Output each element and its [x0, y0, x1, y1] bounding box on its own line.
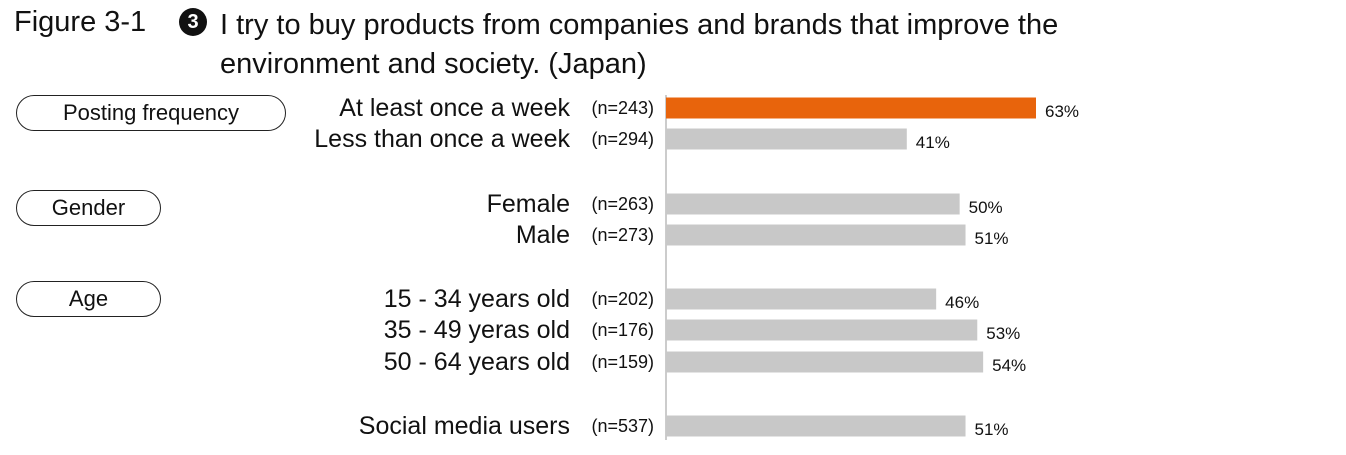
chart-title: I try to buy products from companies and… [220, 9, 1059, 80]
sample-size-label: (n=202) [591, 289, 654, 309]
category-label: Social media users [359, 412, 570, 440]
value-label: 53% [986, 324, 1020, 343]
bar [666, 319, 978, 341]
category-label: 50 - 64 years old [384, 348, 570, 376]
bar [666, 351, 984, 373]
value-label: 63% [1045, 102, 1079, 121]
category-label: Female [487, 190, 570, 218]
value-label: 51% [975, 229, 1009, 248]
category-label: Male [516, 221, 570, 249]
value-label: 46% [945, 293, 979, 312]
sample-size-label: (n=294) [591, 129, 654, 149]
bar [666, 193, 960, 215]
category-label: 35 - 49 yeras old [384, 316, 570, 344]
sample-size-label: (n=176) [591, 320, 654, 340]
category-label: At least once a week [339, 94, 570, 122]
bar [666, 415, 966, 437]
sample-size-label: (n=537) [591, 416, 654, 436]
figure-number-badge: 3 [179, 8, 207, 36]
bar [666, 224, 966, 246]
value-label: 54% [992, 356, 1026, 375]
value-label: 41% [916, 133, 950, 152]
category-label: Less than once a week [314, 125, 570, 153]
sample-size-label: (n=273) [591, 225, 654, 245]
bar [666, 97, 1036, 119]
group-pill-gender: Gender [16, 190, 161, 226]
figure-label: Figure 3-1 [14, 6, 147, 38]
category-label: 15 - 34 years old [384, 285, 570, 313]
value-label: 51% [975, 420, 1009, 439]
group-pill-posting-frequency: Posting frequency [16, 95, 286, 131]
sample-size-label: (n=243) [591, 98, 654, 118]
group-pill-age: Age [16, 281, 161, 317]
bar [666, 288, 937, 310]
sample-size-label: (n=263) [591, 194, 654, 214]
bar [666, 128, 907, 150]
sample-size-label: (n=159) [591, 352, 654, 372]
value-label: 50% [969, 198, 1003, 217]
